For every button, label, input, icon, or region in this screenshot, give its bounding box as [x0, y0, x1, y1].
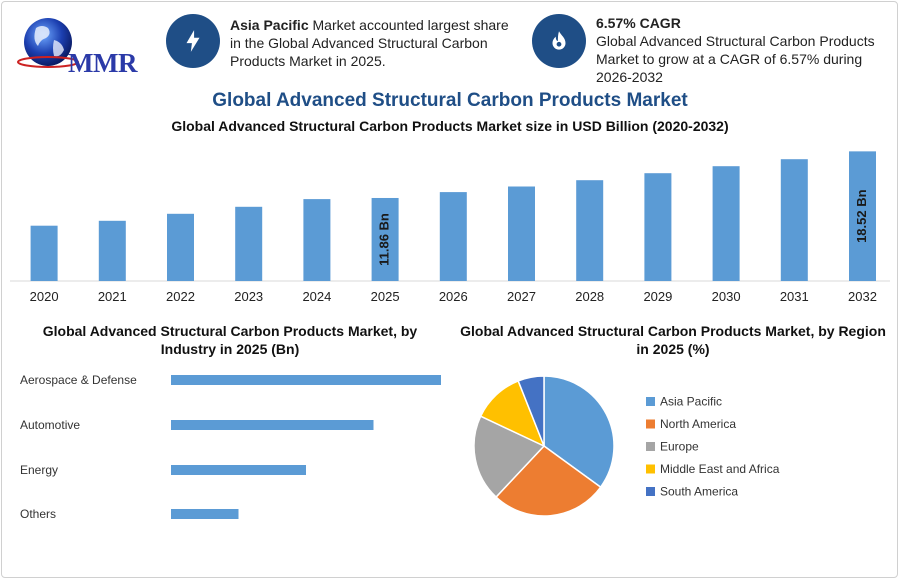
bar-2020 [30, 225, 58, 281]
bar-2031 [780, 159, 808, 281]
region-chart-title: Global Advanced Structural Carbon Produc… [460, 323, 886, 357]
x-tick-label: 2026 [439, 289, 468, 304]
info-asia-pacific: Asia Pacific Market accounted largest sh… [230, 16, 522, 70]
bar-2032 [849, 151, 876, 281]
region-pie-chart: Asia Pacific North America Europe Middle Ea… [473, 375, 780, 517]
legend-label: Asia Pacific [660, 395, 722, 409]
industry-bar-0 [171, 375, 441, 385]
data-label-2032: 18.52 Bn [854, 189, 869, 243]
x-tick-label: 2020 [30, 289, 59, 304]
industry-bar-chart: Aerospace & Defense Automotive Energy Other… [20, 373, 441, 521]
industry-label: Others [20, 507, 56, 521]
legend-swatch [646, 442, 655, 451]
industry-bar-1 [171, 420, 374, 430]
pie-slice-1 [495, 445, 602, 517]
bar-2027 [508, 186, 535, 281]
legend-label: North America [660, 417, 736, 431]
industry-label: Aerospace & Defense [20, 373, 137, 387]
flame-badge [532, 14, 586, 68]
bar-2023 [235, 206, 263, 281]
flame-icon [552, 31, 566, 50]
bar-2026 [439, 192, 467, 281]
bar-2029 [644, 173, 672, 281]
legend-swatch [646, 397, 655, 406]
lightning-badge [166, 14, 220, 68]
x-tick-label: 2025 [371, 289, 400, 304]
bar-2025 [371, 197, 399, 281]
x-tick-label: 2029 [643, 289, 672, 304]
x-tick-label: 2024 [302, 289, 331, 304]
info-cagr: 6.57% CAGR Global Advanced Structural Ca… [596, 14, 886, 86]
legend-swatch [646, 464, 655, 474]
lightning-icon [186, 30, 200, 52]
bar-2028 [576, 180, 604, 281]
pie-slice-4 [517, 375, 545, 447]
x-tick-label: 2032 [848, 289, 877, 304]
chart-subtitle: Global Advanced Structural Carbon Produc… [171, 118, 729, 134]
industry-bar-2 [171, 465, 306, 475]
industry-label: Automotive [20, 418, 80, 432]
bar-2021 [98, 220, 126, 281]
legend-swatch [646, 419, 655, 429]
x-tick-label: 2021 [98, 289, 127, 304]
x-tick-label: 2031 [780, 289, 809, 304]
market-size-bar-chart: 2020 2021 2022 2023 2024 2025 11.86 Bn 2026 2027… [10, 151, 890, 304]
bar-2024 [303, 199, 331, 281]
data-label-2025: 11.86 Bn [377, 213, 392, 266]
logo-text: MMR [68, 48, 137, 78]
industry-bar-3 [171, 509, 239, 519]
info-bold: Asia Pacific [230, 17, 309, 33]
x-tick-label: 2030 [712, 289, 741, 304]
globe-icon [17, 18, 79, 68]
legend-label: South America [660, 485, 738, 499]
legend-label: Middle East and Africa [660, 462, 780, 476]
info-text: Global Advanced Structural Carbon Produc… [596, 33, 875, 85]
mmr-logo: MMR [16, 10, 146, 80]
bar-2030 [712, 166, 740, 281]
bar-2022 [167, 213, 194, 281]
x-tick-label: 2023 [234, 289, 263, 304]
legend-label: Europe [660, 440, 699, 454]
industry-label: Energy [20, 463, 58, 477]
info-bold: 6.57% CAGR [596, 15, 681, 31]
pie-slice-0 [543, 375, 615, 489]
info-text: Market accounted largest share in the Gl… [230, 17, 509, 69]
x-tick-label: 2027 [507, 289, 536, 304]
x-tick-label: 2022 [166, 289, 195, 304]
pie-slice-2 [473, 415, 546, 499]
industry-chart-title: Global Advanced Structural Carbon Produc… [42, 323, 418, 357]
chart-main-title: Global Advanced Structural Carbon Produc… [212, 90, 688, 111]
x-tick-label: 2028 [575, 289, 604, 304]
legend-swatch [646, 487, 655, 496]
